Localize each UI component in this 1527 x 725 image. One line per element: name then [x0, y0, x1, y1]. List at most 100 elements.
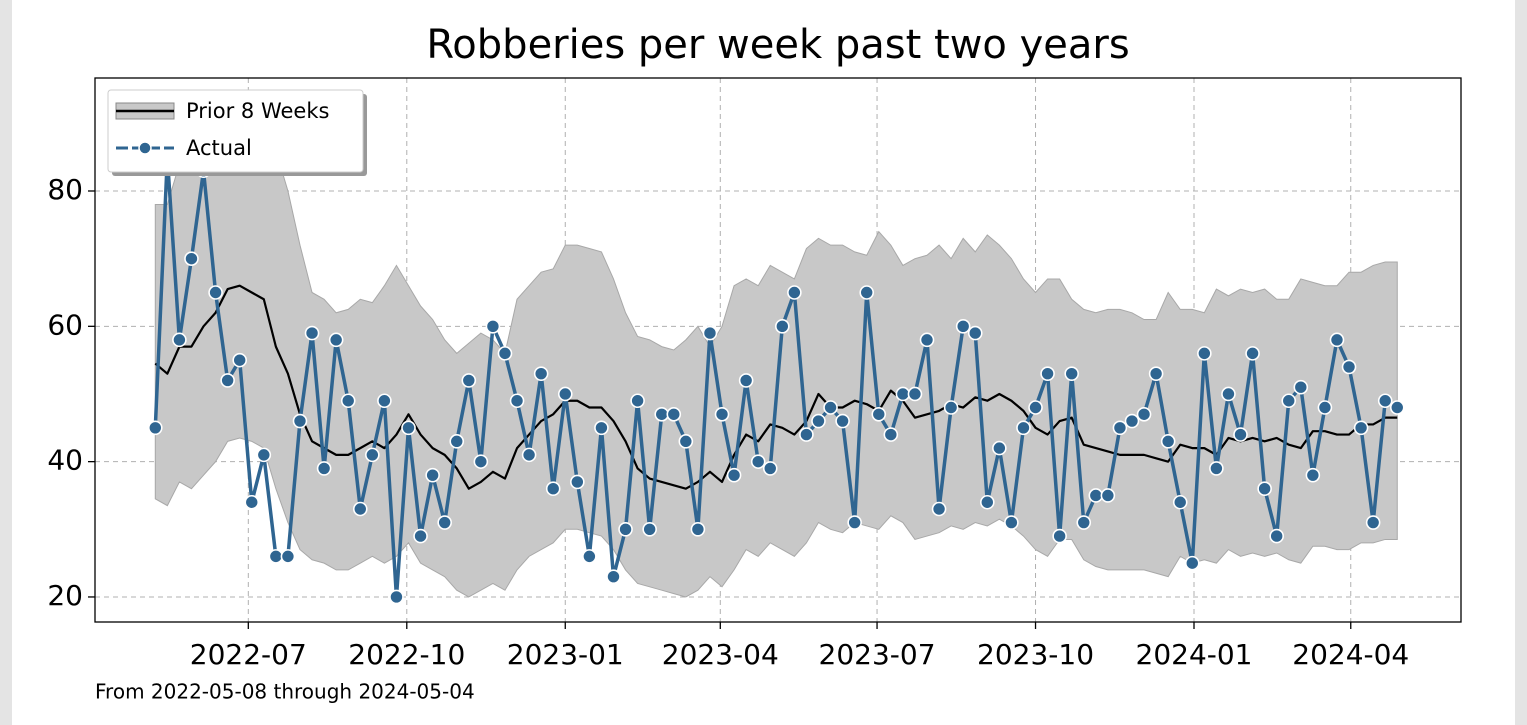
data-point	[449, 434, 465, 449]
data-point	[1112, 420, 1128, 436]
data-point	[220, 373, 235, 388]
data-point	[883, 427, 899, 442]
data-point	[1329, 332, 1345, 348]
data-point	[1221, 386, 1236, 402]
data-point	[1148, 366, 1164, 381]
data-point	[304, 325, 320, 341]
data-point	[702, 325, 718, 341]
data-point	[292, 413, 308, 429]
data-point	[244, 494, 260, 510]
data-point	[1281, 393, 1297, 409]
data-point	[147, 420, 163, 436]
data-point	[967, 325, 983, 341]
data-point	[642, 522, 657, 537]
data-point	[1040, 366, 1055, 381]
data-point	[726, 467, 742, 483]
data-point	[775, 319, 790, 334]
data-point	[1389, 400, 1405, 415]
data-point	[811, 413, 826, 429]
data-point	[919, 332, 935, 348]
data-point	[1293, 379, 1309, 395]
x-tick-label: 2023-01	[507, 638, 624, 671]
data-point	[618, 522, 633, 537]
legend-marker	[138, 141, 152, 155]
data-point	[1160, 434, 1176, 449]
data-point	[208, 285, 223, 300]
data-point	[582, 549, 597, 564]
data-point	[992, 440, 1007, 456]
data-point	[630, 393, 645, 409]
data-point	[352, 501, 368, 517]
footnote: From 2022-05-08 through 2024-05-04	[95, 680, 475, 704]
data-point	[787, 285, 802, 300]
data-point	[1100, 488, 1116, 503]
data-point	[1076, 515, 1092, 530]
data-point	[1305, 467, 1321, 483]
data-point	[1341, 359, 1357, 375]
data-point	[340, 393, 356, 409]
data-point	[401, 420, 416, 436]
data-point	[256, 447, 272, 463]
data-point	[377, 393, 392, 409]
data-point	[413, 528, 428, 544]
data-point	[738, 373, 754, 388]
data-point	[678, 434, 694, 449]
data-point	[365, 447, 380, 463]
data-point	[714, 406, 730, 422]
data-point	[859, 285, 875, 300]
data-point	[1377, 393, 1393, 409]
data-point	[979, 494, 995, 510]
y-tick-label: 80	[47, 173, 83, 206]
data-point	[907, 386, 923, 402]
data-point	[570, 474, 585, 490]
data-point	[1088, 488, 1104, 503]
plot-area	[147, 102, 1405, 605]
data-point	[473, 454, 489, 469]
band	[154, 102, 1398, 598]
data-point	[485, 319, 501, 334]
data-point	[943, 400, 959, 415]
data-point	[172, 332, 187, 348]
data-point	[871, 406, 887, 422]
data-point	[497, 346, 513, 361]
data-point	[1233, 427, 1248, 442]
data-point	[1028, 400, 1043, 415]
chart-title: Robberies per week past two years	[426, 22, 1129, 68]
data-point	[1016, 420, 1031, 436]
data-point	[316, 461, 332, 476]
plot-frame	[94, 77, 1462, 623]
legend-label: Prior 8 Weeks	[186, 99, 329, 123]
x-tick-label: 2022-10	[348, 638, 465, 671]
data-point	[835, 413, 850, 429]
data-point	[545, 481, 561, 497]
data-point	[594, 420, 609, 436]
data-point	[521, 447, 537, 463]
data-point	[1245, 346, 1260, 361]
data-point	[666, 406, 682, 422]
data-point	[1269, 528, 1284, 544]
data-point	[509, 393, 525, 409]
data-point	[1365, 515, 1381, 530]
x-tick-label: 2024-04	[1292, 638, 1409, 671]
data-point	[823, 400, 838, 415]
data-point	[1136, 406, 1152, 422]
data-point	[690, 522, 706, 537]
data-point	[1257, 481, 1272, 497]
series-line	[153, 155, 1399, 599]
y-tick-label: 40	[47, 444, 83, 477]
data-point	[895, 386, 911, 402]
data-point	[1004, 515, 1019, 530]
data-point	[533, 366, 549, 381]
data-point	[425, 467, 440, 483]
y-tick-label: 20	[47, 579, 83, 612]
data-point	[1052, 528, 1067, 544]
data-point	[232, 352, 247, 368]
legend-label: Actual	[186, 136, 252, 160]
y-tick-label: 60	[47, 308, 83, 341]
data-point	[762, 461, 778, 476]
data-point	[461, 373, 477, 388]
data-point	[1209, 461, 1224, 476]
data-point	[750, 454, 766, 469]
data-point	[184, 251, 199, 266]
data-point	[1184, 555, 1200, 571]
